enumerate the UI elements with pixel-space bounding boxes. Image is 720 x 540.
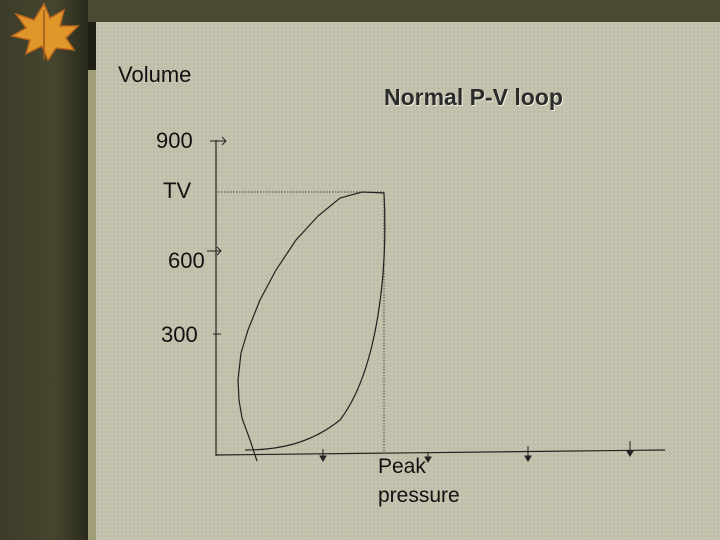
y-label-300: 300 bbox=[161, 322, 198, 347]
x-axis-line bbox=[215, 449, 666, 456]
inspiratory-limb bbox=[237, 191, 385, 462]
x-label-peak: Peak bbox=[378, 455, 426, 478]
y-label-900: 900 bbox=[156, 128, 193, 153]
expiratory-limb bbox=[244, 192, 386, 451]
slide-title: Normal P-V loop bbox=[384, 84, 563, 110]
y-axis-title: Volume bbox=[118, 62, 192, 87]
slide-canvas bbox=[96, 22, 720, 540]
x-label-pressure: pressure bbox=[378, 484, 460, 507]
autumn-leaf-icon bbox=[9, 2, 80, 62]
slide-frame-left bbox=[0, 0, 88, 540]
y-label-tv: TV bbox=[163, 178, 192, 203]
slide-frame-top bbox=[0, 0, 720, 22]
y-label-600: 600 bbox=[168, 248, 205, 273]
